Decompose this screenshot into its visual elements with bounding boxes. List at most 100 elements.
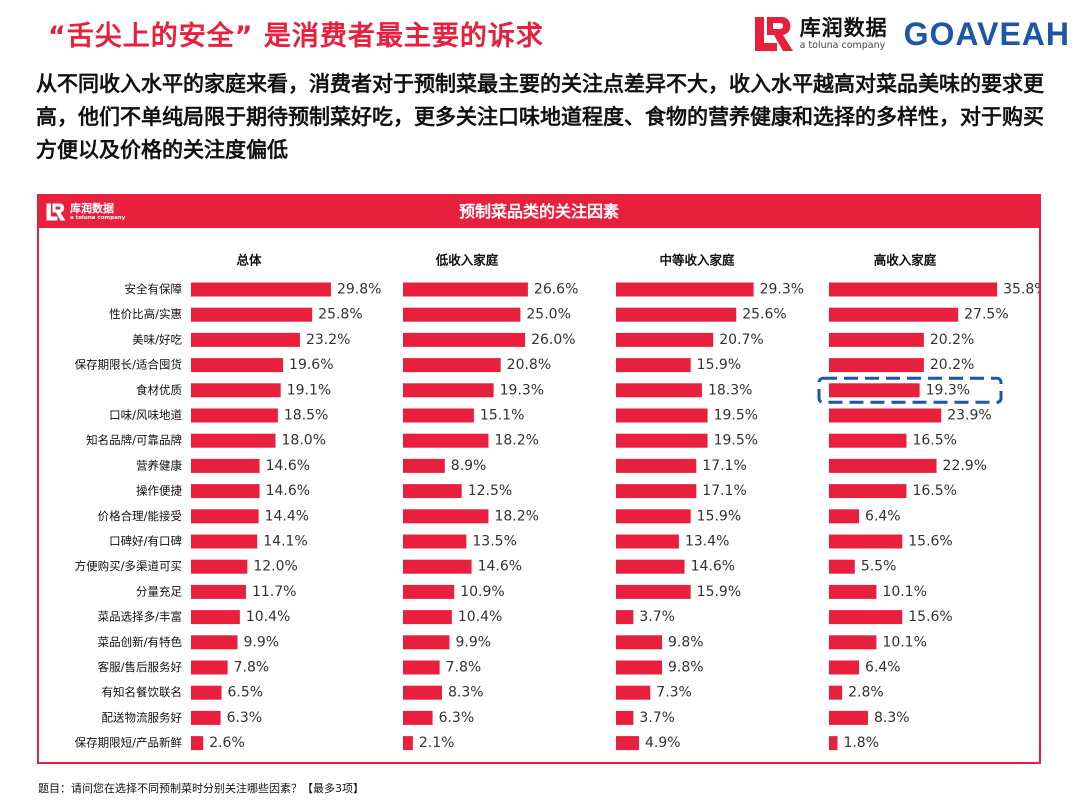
- bar: [191, 282, 331, 297]
- bar: [403, 509, 489, 524]
- category-label: 方便购买/多渠道可买: [75, 559, 182, 573]
- bar: [403, 710, 433, 725]
- category-label: 知名品牌/可靠品牌: [86, 433, 182, 447]
- category-label: 保存期限长/适合囤货: [75, 358, 182, 372]
- bar: [191, 736, 204, 751]
- data-label: 19.6%: [289, 357, 333, 373]
- page-title: “舌尖上的安全” 是消费者最主要的诉求: [48, 21, 544, 52]
- data-label: 2.8%: [848, 685, 884, 701]
- bar: [403, 610, 452, 625]
- data-label: 20.8%: [507, 357, 551, 373]
- bar: [191, 660, 228, 675]
- data-label: 5.5%: [861, 559, 897, 575]
- data-label: 18.2%: [494, 433, 538, 449]
- bar: [403, 433, 489, 448]
- bar: [829, 635, 877, 650]
- bar: [829, 484, 907, 499]
- data-label: 6.3%: [227, 710, 263, 726]
- partner-logo: GOAVEAH: [903, 15, 1070, 52]
- bar: [191, 484, 260, 499]
- data-label: 14.6%: [266, 458, 310, 474]
- bar: [616, 408, 708, 423]
- bar: [829, 408, 942, 423]
- bar: [616, 660, 663, 675]
- bar: [616, 433, 708, 448]
- data-label: 7.8%: [446, 660, 482, 676]
- data-label: 15.6%: [908, 609, 952, 625]
- category-label: 食材优质: [136, 383, 182, 397]
- data-label: 29.3%: [760, 282, 804, 298]
- data-label: 15.1%: [480, 408, 524, 424]
- bar: [403, 332, 526, 347]
- bar: [829, 509, 860, 524]
- bar: [403, 383, 494, 398]
- data-label: 15.6%: [908, 534, 952, 550]
- chart-header-logo-text: 库润数据 a toluna company: [70, 202, 125, 222]
- data-label: 7.8%: [234, 660, 270, 676]
- bar: [829, 358, 924, 373]
- series-header: 高收入家庭: [874, 253, 937, 268]
- lr-logo-icon: [754, 17, 793, 51]
- data-label: 25.6%: [742, 307, 786, 323]
- bar: [403, 559, 472, 574]
- data-label: 1.8%: [843, 735, 879, 751]
- bar: [616, 635, 663, 650]
- category-label: 菜品创新/有特色: [98, 635, 183, 649]
- highlight-box: [817, 376, 1003, 404]
- data-label: 8.9%: [451, 458, 487, 474]
- brand-logos: 库润数据 a toluna company GOAVEAH: [752, 12, 1070, 56]
- data-label: 12.5%: [468, 483, 512, 499]
- bar: [616, 710, 634, 725]
- bar: [616, 584, 691, 599]
- bar: [616, 509, 691, 524]
- data-label: 18.5%: [284, 408, 328, 424]
- category-label: 口碑好/有口碑: [109, 534, 182, 548]
- data-label: 18.0%: [282, 433, 326, 449]
- data-label: 25.8%: [318, 307, 362, 323]
- bar: [829, 332, 924, 347]
- data-label: 10.9%: [460, 584, 504, 600]
- bar: [829, 660, 860, 675]
- data-label: 9.8%: [668, 634, 704, 650]
- data-label: 3.7%: [639, 609, 675, 625]
- bar: [191, 635, 238, 650]
- data-label: 19.5%: [714, 408, 758, 424]
- bar: [191, 307, 313, 322]
- bar: [616, 534, 679, 549]
- bar: [616, 307, 737, 322]
- data-label: 6.4%: [865, 660, 901, 676]
- data-label: 6.5%: [228, 685, 264, 701]
- brand-sub: a toluna company: [799, 40, 886, 51]
- data-label: 14.6%: [478, 559, 522, 575]
- lr-logo-icon: [46, 203, 66, 221]
- data-label: 9.9%: [243, 634, 279, 650]
- data-label: 10.4%: [458, 609, 502, 625]
- summary-text: 从不同收入水平的家庭来看，消费者对于预制菜最主要的关注点差异不大，收入水平越高对…: [36, 72, 1044, 162]
- data-label: 15.9%: [697, 357, 741, 373]
- data-label: 10.4%: [246, 609, 290, 625]
- data-label: 10.1%: [882, 584, 926, 600]
- data-label: 18.2%: [494, 508, 538, 524]
- bar: [191, 584, 246, 599]
- data-label: 19.5%: [714, 433, 758, 449]
- data-label: 2.6%: [209, 735, 245, 751]
- data-label: 13.4%: [685, 534, 729, 550]
- bar: [829, 610, 903, 625]
- bar: [403, 584, 455, 599]
- bar: [829, 433, 907, 448]
- data-label: 14.4%: [265, 508, 309, 524]
- data-label: 25.0%: [526, 307, 570, 323]
- category-label: 性价比高/实惠: [109, 307, 182, 321]
- bar: [829, 584, 877, 599]
- brand-name-block: 库润数据 a toluna company: [800, 16, 888, 52]
- category-label: 分量充足: [136, 584, 182, 598]
- category-label: 保存期限短/产品新鲜: [75, 736, 183, 750]
- data-label: 15.9%: [697, 584, 741, 600]
- bar: [829, 559, 855, 574]
- bar: [616, 282, 754, 297]
- data-label: 27.5%: [964, 307, 1008, 323]
- data-label: 3.7%: [639, 710, 675, 726]
- chart-title: 预制菜品类的关注因素: [458, 202, 619, 221]
- bar: [829, 736, 838, 751]
- data-label: 17.1%: [702, 458, 746, 474]
